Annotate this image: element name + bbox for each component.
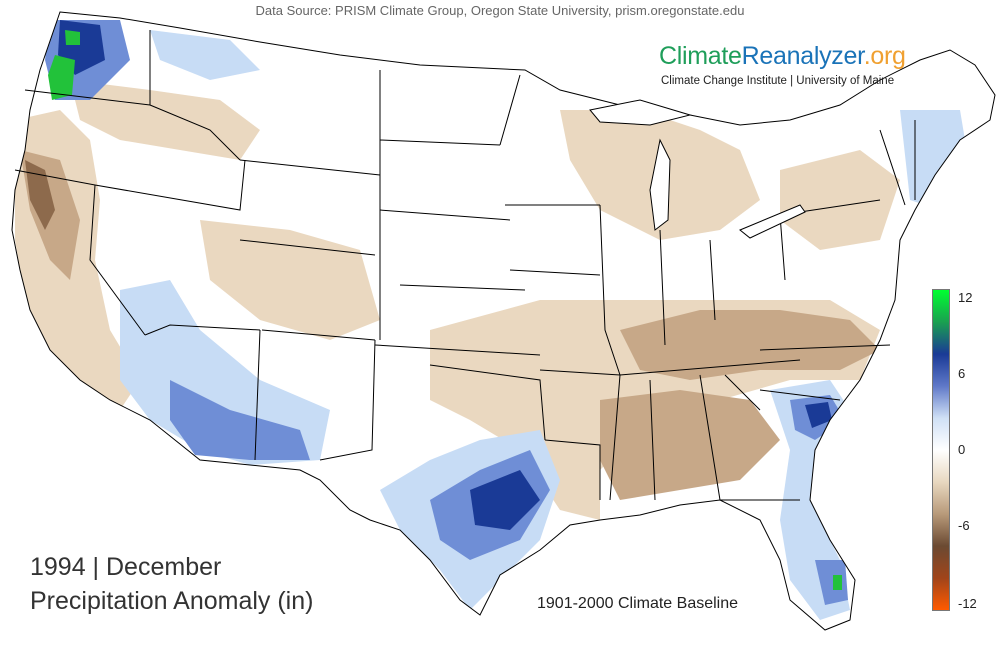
legend-tick-6: 6 — [958, 366, 966, 381]
lake-michigan — [649, 138, 671, 231]
dry-northeast — [780, 150, 900, 250]
border-nm-tx — [319, 339, 376, 461]
border-id-mt — [149, 30, 241, 161]
wet-arizona — [170, 380, 310, 460]
border-mo-ar — [539, 369, 621, 376]
border-mississippi — [599, 204, 621, 501]
state-borders — [11, 11, 996, 631]
border-or-ca — [14, 169, 96, 186]
us-outline — [11, 11, 996, 631]
border-wy-co — [239, 239, 376, 256]
border-wa-or — [24, 89, 151, 106]
map-title: 1994 | December Precipitation Anomaly (i… — [30, 550, 313, 618]
legend-colorbar — [932, 289, 950, 611]
data-source-text: Data Source: PRISM Climate Group, Oregon… — [255, 3, 745, 18]
wet-extreme-olympics — [48, 55, 75, 100]
wet-core-texas — [470, 470, 540, 530]
wet-extreme-cascades — [65, 30, 80, 45]
lake-erie — [739, 204, 806, 239]
border-nd-sd — [379, 139, 501, 146]
logo-part-org: .org — [863, 42, 906, 70]
brand-subtitle: Climate Change Institute | University of… — [661, 75, 895, 87]
border-ca-nv — [89, 184, 146, 336]
dry-ohio-valley — [620, 310, 880, 380]
logo-part-reanalyzer: Reanalyzer — [741, 42, 864, 70]
climate-reanalyzer-logo[interactable]: ClimateReanalyzer.org — [659, 42, 906, 71]
dry-sierra — [25, 160, 55, 230]
lake-superior — [589, 99, 692, 126]
legend-tick-neg6: -6 — [958, 518, 970, 533]
border-sd-ne — [379, 209, 511, 221]
border-ne-ks — [399, 284, 526, 291]
wet-north-idaho — [150, 30, 260, 80]
title-date: 1994 | December — [30, 553, 222, 581]
legend-tick-0: 0 — [958, 442, 966, 457]
border-oh-pa — [779, 214, 786, 281]
legend-tick-12: 12 — [958, 290, 973, 305]
border-new-england — [879, 120, 916, 206]
border-in-oh — [709, 239, 716, 321]
border-ok-tx — [429, 364, 546, 441]
wet-extreme-regions — [48, 30, 842, 590]
border-co-nm — [261, 329, 376, 341]
border-ks-ok — [374, 344, 541, 356]
border-ky-tn — [619, 359, 801, 376]
dry-very-strong-regions — [25, 160, 55, 230]
logo-part-climate: Climate — [659, 42, 742, 70]
border-ut-az — [144, 324, 261, 336]
border-tn-south — [649, 374, 761, 501]
border-mn-ia — [499, 74, 600, 206]
wet-core-carolina — [805, 402, 832, 428]
border-ia-mo — [509, 269, 601, 276]
wet-south-florida — [815, 560, 848, 605]
dry-strong-regions — [20, 150, 880, 500]
border-va-nc — [759, 344, 891, 351]
baseline-label: 1901-2000 Climate Baseline — [537, 595, 739, 612]
border-nc-sc — [759, 389, 841, 401]
border-ar-la — [544, 439, 601, 500]
border-west-north — [94, 159, 246, 211]
dry-rockies — [200, 220, 380, 340]
wet-new-england — [900, 110, 970, 210]
dry-oregon-idaho — [70, 80, 260, 160]
border-mt-wy — [239, 159, 381, 176]
great-lakes — [589, 99, 806, 239]
wet-extreme-florida — [833, 575, 842, 590]
legend-tick-neg12: -12 — [958, 596, 977, 611]
border-az-nm — [254, 329, 261, 461]
dry-deep-south — [600, 390, 780, 500]
title-variable: Precipitation Anomaly (in) — [30, 587, 314, 615]
border-il-in — [659, 229, 666, 346]
